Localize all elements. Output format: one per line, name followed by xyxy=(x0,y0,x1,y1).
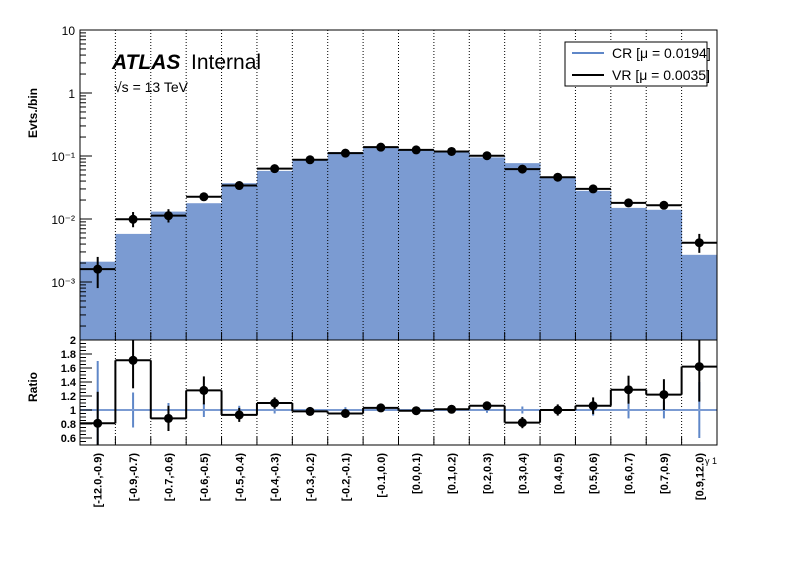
x-category-label: [0.0,0.1) xyxy=(411,453,423,494)
ratio-point xyxy=(340,409,350,418)
cr-bar xyxy=(186,203,223,340)
atlas-label: ATLAS xyxy=(111,51,180,74)
cr-bar xyxy=(115,233,152,340)
ratio-pad: 0.6 0.8 1 1.2 1.4 1.6 1.8 2 [-12.0,-0.9) [-0.9,-0… xyxy=(61,335,718,508)
ratio-point xyxy=(305,406,315,416)
x-category-label: [0.2,0.3) xyxy=(482,453,494,494)
y-tick-label: 10 xyxy=(62,24,76,38)
ratio-point xyxy=(447,404,457,414)
x-axis-label: γ 1 xyxy=(705,456,717,466)
vr-point xyxy=(624,198,634,208)
internal-label: Internal xyxy=(191,51,261,74)
vr-point xyxy=(234,181,244,191)
vr-point xyxy=(517,164,527,174)
cr-bar xyxy=(469,157,506,340)
energy-label: √s = 13 TeV xyxy=(114,79,189,95)
legend-cr-label: CR [μ = 0.0194] xyxy=(612,45,711,61)
ratio-point xyxy=(199,385,209,395)
cr-bar xyxy=(575,190,612,340)
ratio-tick-label: 1.8 xyxy=(61,349,76,361)
x-category-label: [-0.9,-0.7) xyxy=(128,453,140,502)
vr-point xyxy=(411,145,421,155)
ratio-point xyxy=(517,418,527,428)
y-axis-label-top: Evts./bin xyxy=(26,88,40,138)
ratio-point xyxy=(270,398,280,408)
cr-bar xyxy=(221,183,258,340)
y-tick-label: 10⁻² xyxy=(51,213,75,227)
ratio-point xyxy=(482,401,492,411)
ratio-tick-label: 1 xyxy=(70,405,76,417)
x-category-label: [-0.1,0.0) xyxy=(376,453,388,498)
cr-bar xyxy=(504,163,541,340)
cr-bar xyxy=(363,147,399,340)
x-category-label: [-0.7,-0.6) xyxy=(163,453,175,502)
vr-point xyxy=(553,172,563,182)
x-category-label: [-0.6,-0.5) xyxy=(199,453,211,502)
x-category-label: [-0.3,-0.2) xyxy=(305,453,317,502)
vr-point xyxy=(199,192,209,202)
ratio-point xyxy=(624,385,634,395)
ratio-point xyxy=(163,413,173,423)
cr-bar xyxy=(256,170,293,340)
x-category-label: [0.6,0.7) xyxy=(624,453,636,494)
vr-point xyxy=(270,164,280,174)
ratio-point xyxy=(411,406,421,416)
cr-bar xyxy=(433,151,470,340)
y-axis-label-ratio: Ratio xyxy=(26,372,40,402)
ratio-tick-label: 0.6 xyxy=(61,433,76,445)
cr-bar xyxy=(398,149,435,340)
ratio-point xyxy=(234,410,244,420)
cr-bar xyxy=(540,177,576,340)
x-category-label: [-0.5,-0.4) xyxy=(234,453,246,502)
y-tick-label: 1 xyxy=(68,87,75,101)
legend-box xyxy=(564,41,708,87)
ratio-tick-label: 2 xyxy=(70,335,76,347)
x-category-label: [-12.0,-0.9) xyxy=(93,453,105,508)
vr-point xyxy=(447,146,457,156)
ratio-point xyxy=(376,403,386,413)
vr-point xyxy=(482,151,492,161)
vr-point xyxy=(659,200,669,210)
vr-point xyxy=(588,184,598,194)
x-category-label: [0.7,0.9) xyxy=(659,453,671,494)
vr-point xyxy=(305,155,315,165)
ratio-point xyxy=(659,390,669,400)
ratio-tick-label: 0.8 xyxy=(61,419,76,431)
x-category-label: [-0.4,-0.3) xyxy=(270,453,282,502)
ratio-point xyxy=(588,401,598,411)
y-tick-label: 10⁻³ xyxy=(51,276,75,290)
ratio-point xyxy=(553,405,563,415)
cr-bar xyxy=(610,207,647,340)
x-category-label: [0.1,0.2) xyxy=(447,453,459,494)
vr-point xyxy=(376,142,386,152)
ratio-tick-label: 1.2 xyxy=(61,391,76,403)
y-tick-label: 10⁻¹ xyxy=(51,150,75,164)
ratio-tick-label: 1.6 xyxy=(61,363,76,375)
x-category-label: [0.3,0.4) xyxy=(517,453,529,494)
cr-bar xyxy=(681,254,718,340)
ratio-point xyxy=(694,362,704,372)
ratio-tick-label: 1.4 xyxy=(61,377,77,389)
legend-vr-label: VR [μ = 0.0035] xyxy=(612,67,710,83)
cr-bar xyxy=(292,159,329,340)
x-category-label: [-0.2,-0.1) xyxy=(340,453,352,502)
cr-bar xyxy=(646,209,683,340)
x-category-label: [0.9,12.0) xyxy=(694,453,706,500)
vr-point xyxy=(93,264,103,274)
cr-bar xyxy=(150,211,187,340)
vr-point xyxy=(128,214,138,224)
vr-point xyxy=(340,148,350,158)
cr-bar xyxy=(327,152,364,340)
ratio-point xyxy=(128,355,138,365)
vr-point xyxy=(163,211,173,221)
legend: CR [μ = 0.0194] VR [μ = 0.0035] xyxy=(564,41,711,87)
x-category-label: [0.5,0.6) xyxy=(588,453,600,494)
ratio-point xyxy=(93,418,103,428)
vr-point xyxy=(694,238,704,248)
x-category-label: [0.4,0.5) xyxy=(553,453,565,494)
